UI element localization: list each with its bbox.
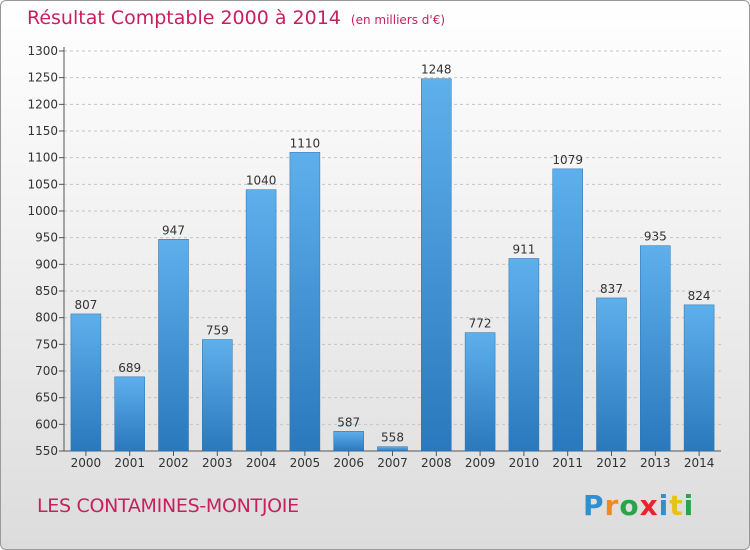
chart-title-text: Résultat Comptable 2000 à 2014: [27, 7, 341, 29]
x-tick-label: 2011: [552, 456, 583, 470]
x-tick-label: 2002: [158, 456, 189, 470]
value-label: 558: [381, 431, 404, 445]
bar: [683, 304, 715, 452]
x-tick-label: 2003: [202, 456, 233, 470]
value-labels: 807 689 947 759 1040 1110 587 558 1248 772 911 1079…: [74, 63, 710, 445]
x-tick-label: 2013: [640, 456, 671, 470]
bar: [114, 376, 145, 452]
bar: [464, 332, 496, 452]
logo-letter: t: [669, 489, 684, 522]
x-tick-label: 2001: [114, 456, 145, 470]
commune-name: LES CONTAMINES-MONTJOIE: [37, 495, 299, 517]
value-label: 935: [644, 230, 667, 244]
bar: [289, 152, 321, 452]
value-label: 772: [469, 317, 492, 331]
value-label: 1110: [290, 136, 321, 150]
chart-subtitle: (en milliers d'€): [350, 13, 446, 27]
value-label: 1040: [246, 174, 277, 188]
y-tick-label: 650: [35, 391, 58, 405]
bar: [640, 245, 671, 452]
y-tick-label: 550: [35, 444, 58, 458]
y-tick-label: 900: [35, 257, 58, 271]
value-label: 824: [688, 289, 711, 303]
y-tick-label: 750: [35, 337, 58, 351]
y-tick-label: 1100: [27, 151, 58, 165]
bar: [158, 239, 189, 452]
bar: [552, 168, 583, 452]
bars: [70, 78, 715, 452]
logo-letter: P: [583, 489, 605, 522]
x-tick-label: 2008: [421, 456, 452, 470]
value-label: 1079: [552, 153, 583, 167]
chart-title: Résultat Comptable 2000 à 2014 (en millie…: [27, 7, 445, 29]
y-tick-label: 800: [35, 311, 58, 325]
y-tick-label: 1200: [27, 97, 58, 111]
value-label: 759: [206, 324, 229, 338]
x-tick-label: 2004: [246, 456, 277, 470]
bar: [333, 431, 364, 452]
x-tick-label: 2009: [465, 456, 496, 470]
x-tick-label: 2010: [509, 456, 540, 470]
x-tick-label: 2007: [377, 456, 408, 470]
y-tick-label: 1050: [27, 177, 58, 191]
value-label: 947: [162, 223, 185, 237]
value-label: 807: [74, 298, 97, 312]
bar: [377, 446, 408, 452]
value-label: 911: [512, 242, 535, 256]
logo-letter: o: [619, 489, 640, 522]
x-tick-label: 2006: [333, 456, 364, 470]
value-label: 1248: [421, 63, 452, 77]
bar: [421, 78, 452, 452]
y-tick-label: 1000: [27, 204, 58, 218]
value-label: 837: [600, 282, 623, 296]
y-tick-label: 950: [35, 231, 58, 245]
logo-letter: i: [658, 489, 670, 522]
y-tick-label: 1300: [27, 44, 58, 58]
y-tick-label: 1150: [27, 124, 58, 138]
x-tick-labels: 2000 2001 2002 2003 2004 2005 2006 2007 2008 2009…: [71, 456, 715, 470]
bar: [596, 297, 627, 452]
logo-letter: i: [683, 489, 695, 522]
logo-letter: r: [604, 489, 620, 522]
bar: [508, 258, 540, 452]
proxiti-logo: Proxiti: [583, 489, 694, 522]
y-tick-label: 1250: [27, 71, 58, 85]
y-tick-label: 850: [35, 284, 58, 298]
bar: [245, 189, 277, 452]
y-tick-label: 600: [35, 417, 58, 431]
x-tick-label: 2005: [290, 456, 321, 470]
x-tick-label: 2014: [684, 456, 715, 470]
value-label: 689: [118, 361, 141, 375]
bar: [70, 313, 102, 452]
x-tick-label: 2012: [596, 456, 627, 470]
x-tick-label: 2000: [71, 456, 102, 470]
y-tick-label: 700: [35, 364, 58, 378]
bar: [202, 339, 233, 452]
logo-letter: x: [639, 489, 659, 522]
y-tick-labels: 550 600 650 700 750 800 850 900 950 1000 1050 1100 1…: [27, 44, 58, 458]
value-label: 587: [337, 415, 360, 429]
